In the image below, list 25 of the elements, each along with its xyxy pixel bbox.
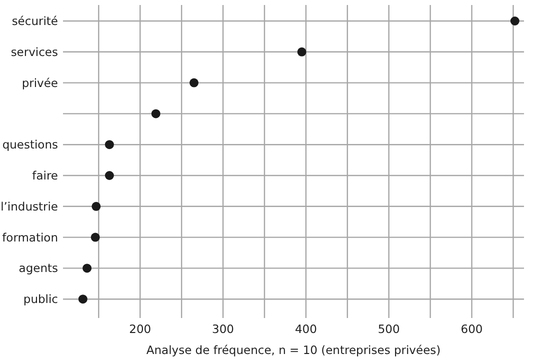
- y-tick-label: privée: [22, 76, 58, 90]
- y-tick-label: l’industrie: [0, 199, 58, 214]
- point: [104, 171, 114, 180]
- x-tick-label: 500: [378, 322, 400, 336]
- point: [82, 264, 92, 273]
- y-tick-label: formation: [2, 230, 58, 244]
- point: [297, 47, 306, 56]
- x-axis-title: Analyse de fréquence, n = 10 (entreprises privées): [146, 343, 441, 357]
- x-tick-label: 300: [212, 322, 234, 336]
- point: [90, 232, 100, 242]
- y-tick-label: faire: [32, 168, 58, 183]
- y-tick-label: questions: [2, 138, 58, 152]
- point: [78, 294, 88, 304]
- x-tick-label: 600: [460, 322, 483, 336]
- point: [510, 16, 520, 26]
- x-tick-label: 200: [129, 322, 152, 336]
- point: [151, 109, 160, 118]
- y-tick-label: public: [23, 292, 58, 306]
- y-tick-label: services: [10, 44, 58, 59]
- point: [92, 202, 101, 211]
- x-tick-label: 400: [294, 322, 317, 336]
- y-tick-label: sécurité: [12, 14, 58, 28]
- point: [190, 78, 199, 88]
- y-tick-label: agents: [18, 261, 58, 276]
- point: [104, 140, 114, 150]
